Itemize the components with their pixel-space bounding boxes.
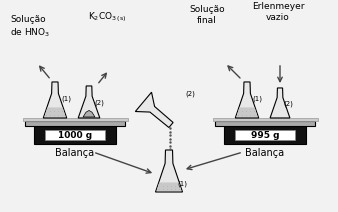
Bar: [224, 126, 306, 144]
Bar: [23, 118, 127, 121]
Text: (1): (1): [61, 95, 71, 102]
Polygon shape: [236, 107, 258, 117]
Polygon shape: [156, 183, 182, 191]
Text: 995 g: 995 g: [251, 131, 279, 140]
Polygon shape: [235, 82, 259, 118]
Polygon shape: [270, 88, 290, 118]
Polygon shape: [43, 82, 67, 118]
Text: (1): (1): [177, 180, 187, 187]
Polygon shape: [155, 150, 183, 192]
Bar: [46, 130, 104, 140]
Bar: [236, 130, 294, 140]
Text: 1000 g: 1000 g: [58, 131, 92, 140]
Text: (2): (2): [185, 91, 195, 97]
Text: $\mathrm{K_2CO_{3\,(s)}}$: $\mathrm{K_2CO_{3\,(s)}}$: [88, 10, 126, 24]
Text: (2): (2): [283, 100, 293, 107]
Bar: [213, 118, 317, 121]
Bar: [34, 126, 116, 144]
Text: (1): (1): [252, 95, 262, 102]
Text: Balança: Balança: [245, 148, 285, 158]
Polygon shape: [83, 110, 95, 117]
Polygon shape: [135, 92, 173, 127]
Text: Solução
de HNO$_3$: Solução de HNO$_3$: [10, 15, 50, 39]
Bar: [25, 121, 125, 126]
Polygon shape: [44, 107, 66, 117]
Text: (2): (2): [94, 99, 104, 106]
Text: Erlenmeyer
vazio: Erlenmeyer vazio: [252, 2, 304, 22]
Polygon shape: [78, 86, 100, 118]
Bar: [215, 121, 315, 126]
Text: Solução
final: Solução final: [189, 5, 225, 25]
Text: Balança: Balança: [55, 148, 95, 158]
